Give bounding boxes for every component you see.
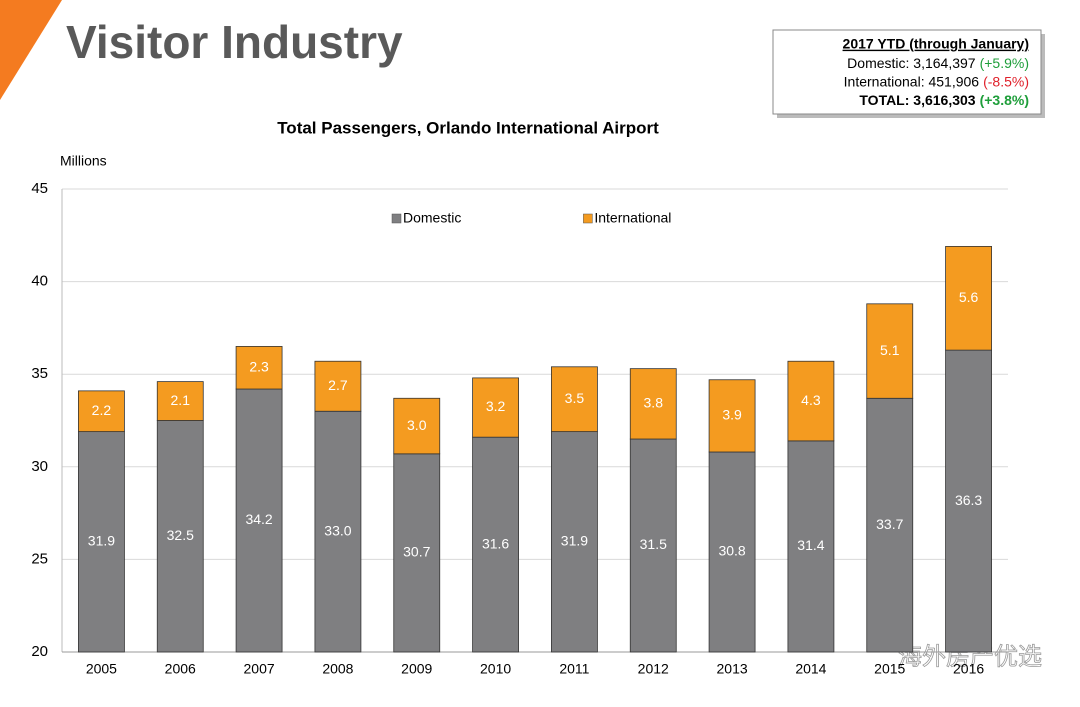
bar-segment	[156, 420, 204, 653]
bar-segment	[866, 303, 914, 399]
bar-segment	[787, 360, 835, 442]
legend-label: Domestic	[403, 210, 461, 226]
corner-accent	[0, 0, 62, 100]
ytd-box	[772, 29, 1042, 115]
x-tick-label: 2012	[638, 661, 669, 677]
bar-segment	[78, 390, 125, 433]
value-label: 2.3	[249, 358, 269, 374]
y-tick-label: 40	[31, 273, 48, 290]
value-label: 2.7	[328, 377, 348, 393]
y-tick-label: 35	[31, 365, 48, 382]
x-tick-label: 2008	[322, 661, 353, 677]
value-label: 36.3	[955, 492, 982, 508]
value-label: 30.7	[403, 544, 430, 560]
legend-swatch	[583, 213, 593, 224]
x-tick-label: 2014	[795, 661, 826, 677]
x-tick-label: 2007	[244, 661, 275, 677]
bar-segment	[314, 410, 362, 653]
bar-segment	[708, 451, 756, 653]
slide-title: Visitor Industry	[66, 16, 403, 68]
x-tick-label: 2013	[717, 661, 748, 677]
ytd-line: Domestic: 3,164,397 (+5.9%)	[847, 55, 1029, 71]
value-label: 31.9	[561, 533, 588, 549]
value-label: 33.7	[876, 516, 903, 532]
value-label: 30.8	[718, 543, 745, 559]
y-tick-label: 20	[31, 643, 48, 660]
ytd-label: Domestic: 3,164,397	[847, 55, 976, 71]
x-tick-label: 2006	[165, 661, 196, 677]
bar-segment	[78, 431, 125, 653]
ytd-label: TOTAL: 3,616,303	[859, 92, 975, 108]
value-label: 31.9	[88, 533, 115, 549]
bar-segment	[235, 346, 283, 390]
bar-segment	[472, 377, 519, 438]
x-tick-label: 2010	[480, 661, 511, 677]
value-label: 2.2	[92, 402, 112, 418]
bar-segment	[393, 397, 441, 455]
value-label: 31.6	[482, 535, 509, 551]
bar-segment	[866, 397, 914, 653]
bar-segment	[235, 388, 283, 653]
value-label: 34.2	[245, 511, 272, 527]
bar-segment	[551, 366, 598, 433]
value-label: 31.5	[640, 536, 667, 552]
y-axis-label: Millions	[60, 153, 107, 169]
value-label: 5.6	[959, 289, 979, 305]
bar-segment	[708, 379, 756, 453]
bar-segment	[629, 438, 677, 653]
bar-segment	[156, 381, 204, 421]
legend-swatch	[391, 213, 402, 224]
x-tick-label: 2009	[401, 661, 432, 677]
value-label: 4.3	[801, 392, 821, 408]
value-label: 3.8	[644, 395, 664, 411]
value-label: 5.1	[880, 342, 900, 358]
value-label: 3.5	[565, 390, 585, 406]
chart-title: Total Passengers, Orlando International …	[277, 118, 659, 137]
value-label: 33.0	[324, 522, 351, 538]
bar-segment	[945, 246, 992, 351]
bar-segment	[393, 453, 441, 653]
ytd-line: TOTAL: 3,616,303 (+3.8%)	[859, 92, 1029, 108]
ytd-change: (+5.9%)	[980, 55, 1029, 71]
value-label: 3.9	[722, 407, 742, 423]
x-tick-label: 2015	[874, 661, 905, 677]
bar-segment	[472, 436, 519, 653]
bar-segment	[945, 349, 992, 653]
value-label: 2.1	[171, 392, 191, 408]
y-tick-label: 30	[31, 458, 48, 475]
legend-label: International	[594, 210, 671, 226]
x-tick-label: 2016	[953, 661, 984, 677]
y-tick-label: 25	[31, 550, 48, 567]
y-tick-label: 45	[31, 180, 48, 197]
ytd-change: (+3.8%)	[980, 92, 1029, 108]
ytd-change: (-8.5%)	[983, 73, 1029, 89]
bar-segment	[629, 368, 677, 440]
bar-segment	[314, 360, 362, 412]
value-label: 31.4	[797, 537, 824, 553]
value-label: 3.2	[486, 398, 506, 414]
value-label: 3.0	[407, 417, 427, 433]
ytd-line: International: 451,906 (-8.5%)	[844, 73, 1029, 89]
bar-segment	[551, 431, 598, 653]
ytd-title: 2017 YTD (through January)	[843, 36, 1029, 52]
x-tick-label: 2005	[86, 661, 117, 677]
value-label: 32.5	[167, 527, 194, 543]
x-tick-label: 2011	[559, 661, 589, 677]
ytd-label: International: 451,906	[844, 73, 980, 89]
